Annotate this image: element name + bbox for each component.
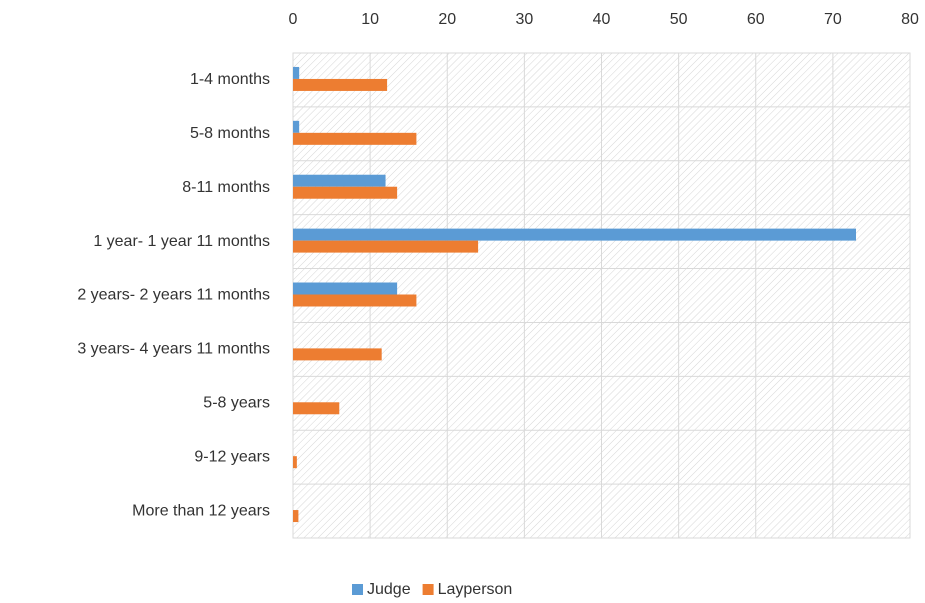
x-tick-label: 0 bbox=[289, 11, 298, 28]
x-tick-label: 70 bbox=[824, 11, 842, 28]
bar bbox=[293, 240, 479, 253]
x-tick-label: 20 bbox=[438, 11, 456, 28]
bar bbox=[293, 348, 382, 361]
legend-label: Judge bbox=[367, 581, 411, 598]
legend-swatch bbox=[422, 584, 434, 595]
bar bbox=[293, 402, 340, 415]
legend-label: Layperson bbox=[438, 581, 513, 598]
y-tick-label: 1 year- 1 year 11 months bbox=[93, 233, 270, 250]
bar bbox=[293, 120, 300, 133]
y-tick-label: 9-12 years bbox=[194, 448, 270, 465]
x-tick-label: 80 bbox=[901, 11, 919, 28]
y-tick-label: More than 12 years bbox=[132, 502, 270, 519]
y-tick-label: 8-11 months bbox=[182, 179, 270, 196]
bar bbox=[293, 282, 398, 295]
legend-swatch bbox=[352, 584, 363, 595]
x-tick-label: 60 bbox=[747, 11, 765, 28]
bar bbox=[293, 66, 300, 79]
bar bbox=[293, 228, 857, 241]
bar bbox=[293, 294, 417, 307]
y-tick-label: 3 years- 4 years 11 months bbox=[77, 341, 270, 358]
y-tick-label: 5-8 years bbox=[203, 394, 270, 411]
x-tick-label: 50 bbox=[670, 11, 688, 28]
x-tick-label: 30 bbox=[515, 11, 533, 28]
y-tick-label: 5-8 months bbox=[190, 125, 270, 142]
bar bbox=[293, 174, 386, 187]
bar bbox=[293, 510, 299, 523]
y-tick-label: 1-4 months bbox=[190, 71, 270, 88]
bar bbox=[293, 186, 398, 199]
x-tick-label: 40 bbox=[593, 11, 611, 28]
x-tick-label: 10 bbox=[361, 11, 379, 28]
bar bbox=[293, 78, 388, 91]
bar bbox=[293, 132, 417, 145]
bar bbox=[293, 456, 297, 469]
y-tick-label: 2 years- 2 years 11 months bbox=[77, 287, 270, 304]
